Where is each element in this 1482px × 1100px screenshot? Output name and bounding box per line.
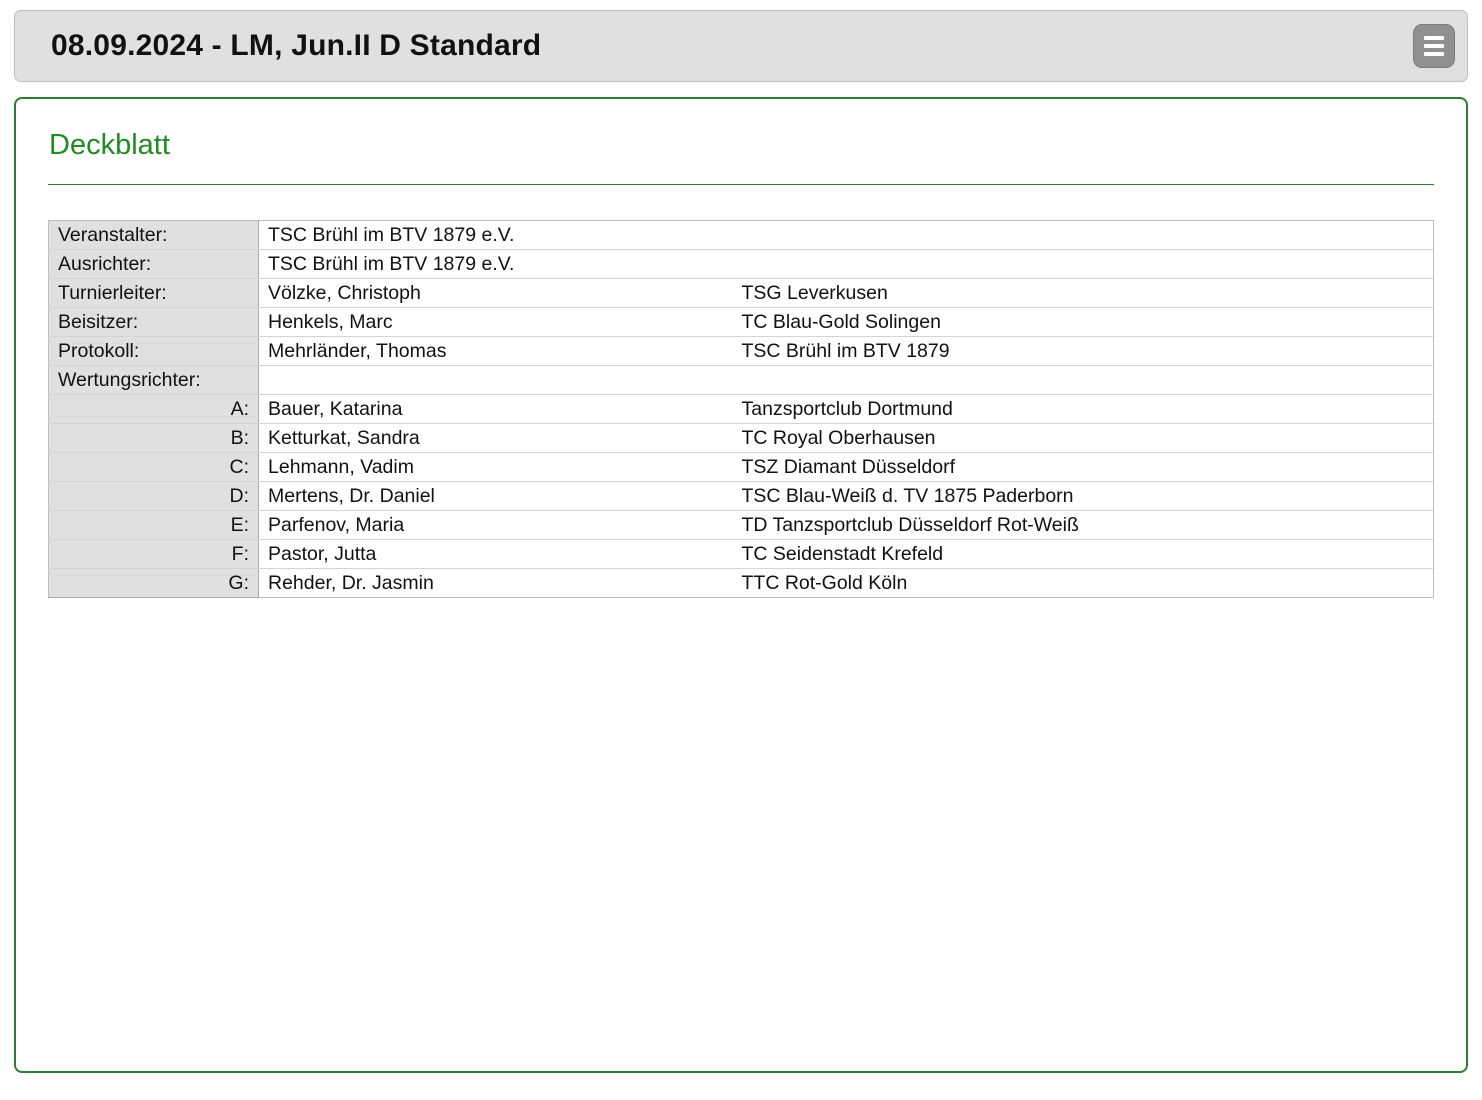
judge-row: G: Rehder, Dr. Jasmin TTC Rot-Gold Köln [48, 568, 1434, 598]
official-club: TSG Leverkusen [732, 278, 1434, 308]
official-name: Völzke, Christoph [258, 278, 733, 308]
judge-row: E: Parfenov, Maria TD Tanzsportclub Düssel… [48, 510, 1434, 540]
officials-row: Beisitzer: Henkels, Marc TC Blau-Gold Soli… [48, 307, 1434, 337]
judges-empty-cell [258, 365, 1434, 395]
judge-letter: F: [48, 539, 259, 569]
judges-header-row: Wertungsrichter: [48, 365, 1434, 395]
officials-row: Ausrichter: TSC Brühl im BTV 1879 e.V. [48, 249, 1434, 279]
heading-divider [48, 184, 1434, 185]
judge-club: TSC Blau-Weiß d. TV 1875 Paderborn [732, 481, 1434, 511]
judge-letter: D: [48, 481, 259, 511]
official-name: Mehrländer, Thomas [258, 336, 733, 366]
officials-row: Veranstalter: TSC Brühl im BTV 1879 e.V. [48, 220, 1434, 250]
judge-club: TC Seidenstadt Krefeld [732, 539, 1434, 569]
judge-club: TC Royal Oberhausen [732, 423, 1434, 453]
judge-row: B: Ketturkat, Sandra TC Royal Oberhausen [48, 423, 1434, 453]
judge-club: TD Tanzsportclub Düsseldorf Rot-Weiß [732, 510, 1434, 540]
judge-row: C: Lehmann, Vadim TSZ Diamant Düsseldorf [48, 452, 1434, 482]
judge-row: A: Bauer, Katarina Tanzsportclub Dortmund [48, 394, 1434, 424]
judges-label: Wertungsrichter: [48, 365, 259, 395]
judge-row: F: Pastor, Jutta TC Seidenstadt Krefeld [48, 539, 1434, 569]
row-value: TSC Brühl im BTV 1879 e.V. [258, 220, 1434, 250]
officials-row: Turnierleiter: Völzke, Christoph TSG Lever… [48, 278, 1434, 308]
judge-name: Lehmann, Vadim [258, 452, 733, 482]
officials-table: Veranstalter: TSC Brühl im BTV 1879 e.V. A… [48, 220, 1434, 598]
page-title: 08.09.2024 - LM, Jun.II D Standard [51, 29, 542, 62]
row-label: Beisitzer: [48, 307, 259, 337]
judge-letter: A: [48, 394, 259, 424]
judge-letter: C: [48, 452, 259, 482]
row-value: TSC Brühl im BTV 1879 e.V. [258, 249, 1434, 279]
row-label: Ausrichter: [48, 249, 259, 279]
judge-name: Pastor, Jutta [258, 539, 733, 569]
menu-button[interactable] [1413, 24, 1455, 68]
official-club: TC Blau-Gold Solingen [732, 307, 1434, 337]
row-label: Veranstalter: [48, 220, 259, 250]
judge-club: TSZ Diamant Düsseldorf [732, 452, 1434, 482]
content-panel: Deckblatt Veranstalter: TSC Brühl im BTV … [14, 97, 1468, 1073]
section-heading: Deckblatt [49, 129, 170, 161]
officials-row: Protokoll: Mehrländer, Thomas TSC Brühl im… [48, 336, 1434, 366]
judge-letter: G: [48, 568, 259, 598]
judge-name: Ketturkat, Sandra [258, 423, 733, 453]
judge-name: Bauer, Katarina [258, 394, 733, 424]
judge-name: Mertens, Dr. Daniel [258, 481, 733, 511]
official-name: Henkels, Marc [258, 307, 733, 337]
officials-table-body: Veranstalter: TSC Brühl im BTV 1879 e.V. A… [48, 220, 1434, 598]
title-bar: 08.09.2024 - LM, Jun.II D Standard [14, 10, 1468, 82]
judge-name: Parfenov, Maria [258, 510, 733, 540]
official-club: TSC Brühl im BTV 1879 [732, 336, 1434, 366]
hamburger-icon [1424, 36, 1444, 56]
judge-club: TTC Rot-Gold Köln [732, 568, 1434, 598]
judge-letter: E: [48, 510, 259, 540]
judge-club: Tanzsportclub Dortmund [732, 394, 1434, 424]
judge-letter: B: [48, 423, 259, 453]
row-label: Turnierleiter: [48, 278, 259, 308]
judge-name: Rehder, Dr. Jasmin [258, 568, 733, 598]
row-label: Protokoll: [48, 336, 259, 366]
judge-row: D: Mertens, Dr. Daniel TSC Blau-Weiß d. TV… [48, 481, 1434, 511]
